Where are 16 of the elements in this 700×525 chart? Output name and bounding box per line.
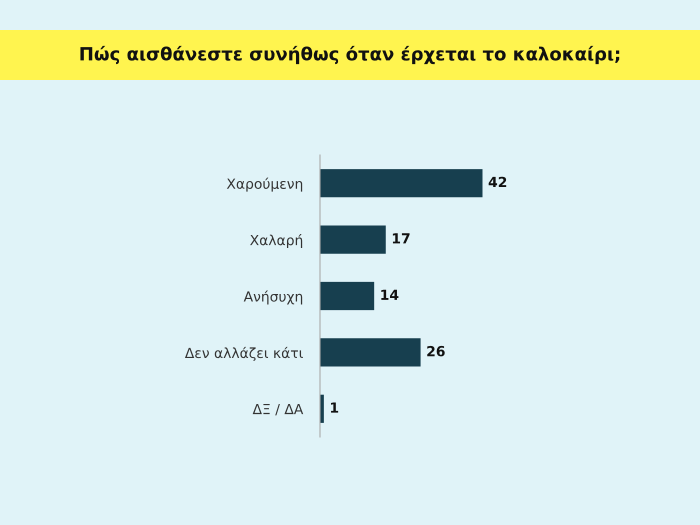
chart-title: Πώς αισθάνεστε συνήθως όταν έρχεται το καλοκαίρι;: [80, 46, 620, 64]
bar: [320, 338, 421, 366]
y-tick-label: ΔΞ / ΔΑ: [252, 404, 304, 416]
bar: [320, 394, 324, 423]
bar: [320, 282, 374, 310]
data-label: 26: [427, 346, 445, 356]
bar: [320, 226, 386, 254]
bar: [320, 169, 482, 198]
y-tick-label: Ανήσυχη: [244, 290, 302, 304]
data-label: 14: [381, 290, 398, 300]
data-label: 42: [488, 176, 506, 188]
y-tick-label: Δεν αλλάζει κάτι: [184, 346, 303, 361]
data-label: 1: [330, 402, 338, 413]
data-label: 17: [392, 233, 410, 244]
y-tick-label: Χαρούμενη: [226, 178, 302, 192]
y-tick-label: Χαλαρή: [250, 234, 302, 248]
